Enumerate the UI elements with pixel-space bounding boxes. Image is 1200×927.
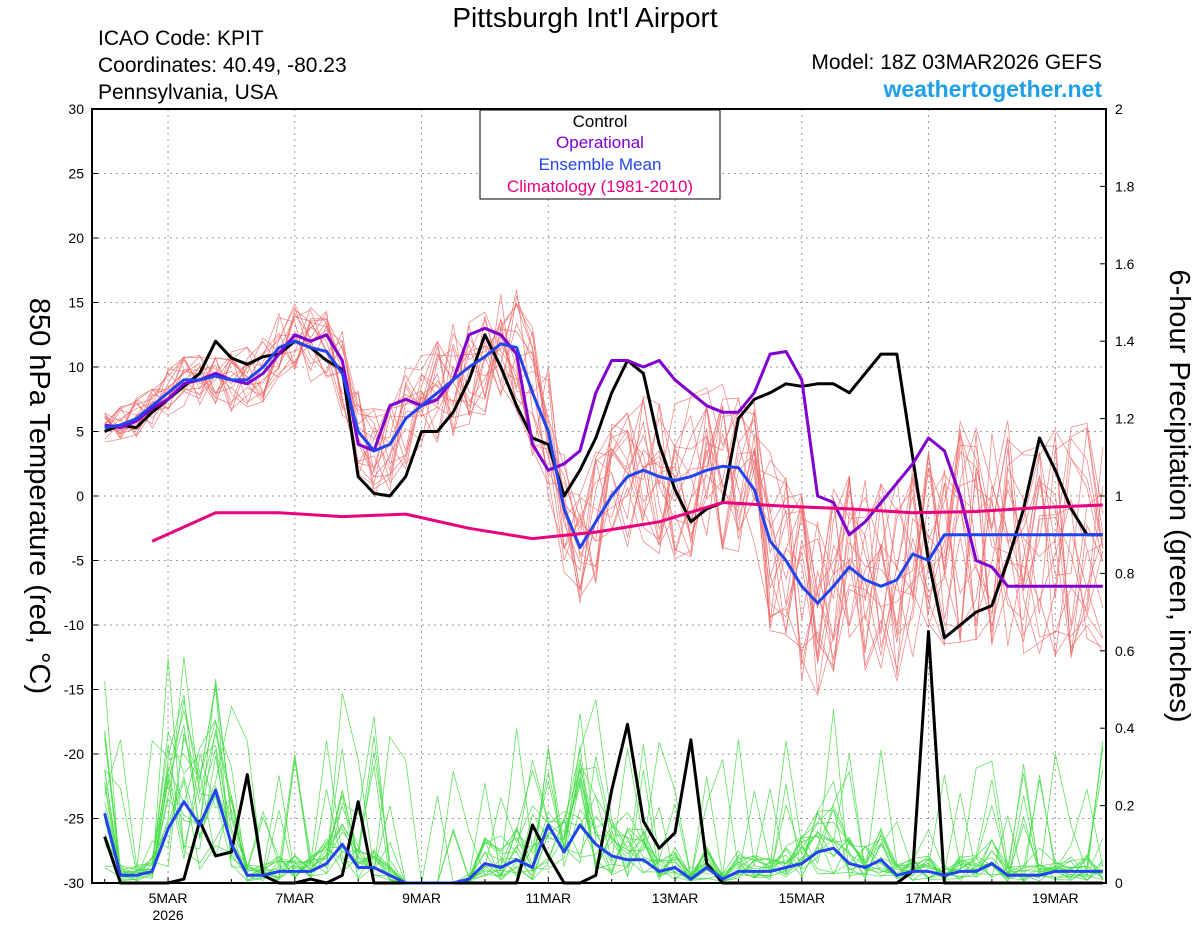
temp-member-lines	[104, 289, 1104, 697]
x-tick-label: 13MAR	[652, 890, 699, 906]
legend-entry-climatology: Climatology (1981-2010)	[507, 177, 693, 196]
y-right-tick-label: 0.2	[1115, 798, 1135, 814]
legend-entry-ensemble-mean: Ensemble Mean	[539, 155, 662, 174]
y-left-tick-label: 20	[68, 230, 84, 246]
temp-member-line	[104, 294, 1104, 671]
y-left-tick-label: -30	[64, 875, 84, 891]
x-tick-sublabel: 2026	[152, 907, 183, 923]
precip-member-line	[104, 713, 1104, 884]
x-tick-label: 9MAR	[402, 890, 441, 906]
y-right-tick-label: 1.8	[1115, 178, 1135, 194]
temp-member-line	[104, 312, 1104, 662]
y-right-tick-label: 0.6	[1115, 643, 1135, 659]
y-axis-right-label: 6-hour Precipitation (green, inches)	[1163, 270, 1195, 723]
y-left-tick-label: 10	[68, 359, 84, 375]
y-right-tick-label: 0	[1115, 875, 1123, 891]
y-left-tick-label: 15	[68, 295, 84, 311]
legend-box	[479, 109, 721, 200]
chart-title: Pittsburgh Int'l Airport	[452, 2, 718, 33]
precip-member-line	[104, 694, 1104, 884]
y-left-tick-label: -5	[72, 553, 85, 569]
x-tick-label: 5MAR	[149, 890, 188, 906]
legend: Control Operational Ensemble Mean Climat…	[479, 109, 721, 200]
precip-member-line	[104, 729, 1104, 884]
temp-line-operational	[104, 326, 1103, 588]
axes: -30 -25 -20 -15 -10 -5 0 5 10 15 20 25 30 0 0.2 0.4 0.6 0…	[64, 101, 1135, 923]
precip-member-line	[104, 733, 1103, 884]
coordinates: Coordinates: 40.49, -80.23	[98, 54, 347, 77]
y-right-tick-label: 2	[1115, 101, 1123, 117]
temp-line-climatology-1981-2010	[151, 501, 1103, 543]
x-tick-label: 15MAR	[778, 890, 825, 906]
y-axis-left-label: 850 hPa Temperature (red, °C)	[23, 298, 55, 694]
brand-link[interactable]: weathertogether.net	[883, 76, 1102, 102]
y-left-tick-label: 25	[68, 166, 84, 182]
y-left-tick-label: -10	[64, 617, 84, 633]
y-left-tick-label: -15	[64, 682, 84, 698]
precip-member-line	[104, 705, 1104, 884]
legend-entry-control: Control	[573, 112, 628, 131]
region: Pennsylvania, USA	[98, 81, 278, 104]
y-right-tick-label: 1.4	[1115, 333, 1135, 349]
temp-member-line	[104, 332, 1104, 657]
legend-entry-operational: Operational	[556, 133, 644, 152]
precip-member-line	[104, 732, 1104, 884]
precip-member-line	[104, 687, 1103, 884]
y-left-tick-label: -25	[64, 811, 84, 827]
y-right-tick-label: 0.4	[1115, 720, 1135, 736]
y-left-tick-label: 5	[76, 424, 84, 440]
y-right-tick-label: 1	[1115, 488, 1123, 504]
temp-member-line	[104, 289, 1104, 653]
precip-member-line	[104, 709, 1104, 884]
y-left-tick-label: 30	[68, 101, 84, 117]
x-tick-label: 11MAR	[525, 890, 571, 906]
y-left-tick-label: -20	[64, 746, 84, 762]
model-run: Model: 18Z 03MAR2026 GEFS	[811, 51, 1102, 74]
temp-line-ensemble-mean	[104, 339, 1103, 605]
y-left-tick-label: 0	[76, 488, 84, 504]
x-tick-label: 17MAR	[905, 890, 952, 906]
x-tick-label: 7MAR	[275, 890, 314, 906]
y-right-tick-label: 1.6	[1115, 256, 1135, 272]
precip-member-line	[104, 693, 1104, 884]
y-right-tick-label: 1.2	[1115, 411, 1135, 427]
icao-code: ICAO Code: KPIT	[98, 27, 264, 50]
precip-line-ensemble-mean	[103, 788, 1103, 885]
y-right-tick-label: 0.8	[1115, 565, 1135, 581]
precip-member-line	[104, 657, 1104, 884]
temp-member-line	[104, 302, 1104, 638]
series-lines	[103, 326, 1103, 885]
x-tick-label: 19MAR	[1032, 890, 1079, 906]
precip-line-control	[103, 630, 1103, 885]
